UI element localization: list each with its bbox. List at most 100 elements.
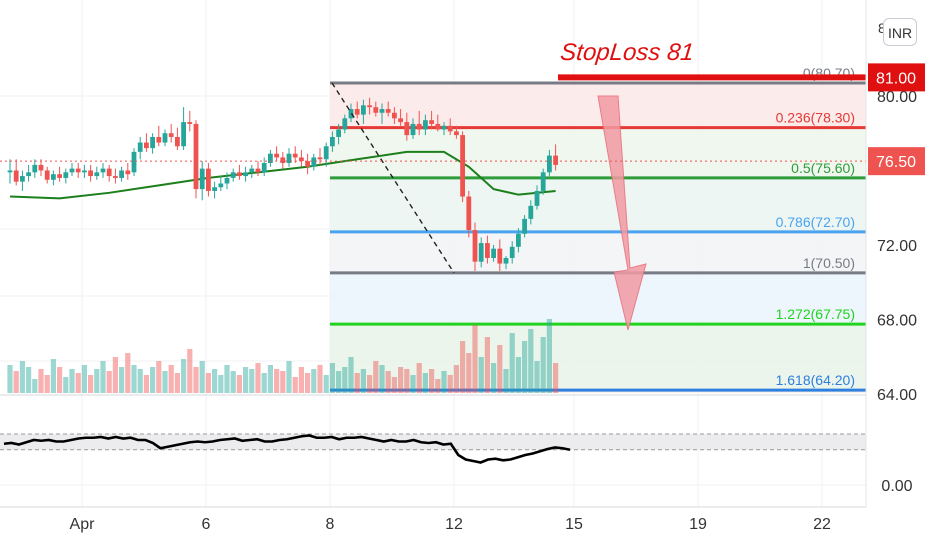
candle-body: [503, 257, 509, 264]
fib-label: 1(70.50): [803, 255, 855, 271]
candle-body: [137, 142, 143, 152]
volume-bar: [255, 363, 261, 393]
candle-body: [441, 125, 447, 130]
candle-body: [181, 122, 186, 147]
volume-bar: [193, 367, 199, 393]
volume-bar: [7, 365, 13, 393]
candle-body: [261, 163, 267, 173]
volume-bar: [391, 377, 397, 393]
candle-body: [106, 168, 112, 177]
candle-body: [485, 243, 490, 258]
candle-body: [218, 183, 224, 188]
candle-body: [472, 230, 478, 262]
stop-price-badge-text: 81.00: [876, 70, 916, 87]
candle-body: [330, 136, 335, 147]
candle-body: [361, 105, 366, 115]
volume-bar: [367, 375, 373, 393]
candle-body: [540, 172, 546, 191]
volume-bar: [528, 329, 534, 393]
x-tick-label: Apr: [70, 516, 96, 533]
x-tick-label: 6: [202, 516, 211, 533]
volume-bar: [540, 337, 546, 393]
volume-bar: [317, 365, 323, 393]
volume-bar: [429, 369, 435, 393]
candle-body: [429, 120, 434, 124]
fibonacci-retracement[interactable]: 0(80.70)0.236(78.30)0.5(75.60)0.786(72.7…: [330, 65, 866, 393]
candle-body: [268, 153, 273, 164]
volume-bar: [435, 379, 441, 393]
candle-body: [57, 174, 62, 178]
volume-bar: [236, 375, 242, 393]
volume-bar: [75, 373, 81, 393]
fib-label: 1.272(67.75): [776, 306, 855, 322]
volume-bar: [348, 357, 354, 393]
volume-bar: [472, 325, 478, 393]
candle-body: [249, 168, 255, 173]
volume-bar: [311, 369, 317, 393]
candle-body: [150, 136, 155, 149]
volume-bar: [199, 361, 205, 393]
volume-bar: [13, 371, 19, 393]
candle-body: [38, 164, 44, 171]
candle-body: [323, 146, 329, 160]
moving-average: [9, 150, 556, 200]
candle-body: [292, 153, 298, 158]
candle-body: [491, 248, 496, 258]
currency-button[interactable]: INR: [883, 18, 917, 46]
y-tick-label: 68.00: [877, 312, 917, 329]
stop-loss[interactable]: StopLoss 81: [558, 39, 866, 81]
osc-line: [3, 434, 571, 464]
candle-body: [131, 151, 137, 173]
fib-band: [330, 231, 866, 273]
volume-bar: [410, 375, 416, 393]
candle-body: [354, 109, 360, 115]
volume-bar: [181, 359, 187, 393]
fib-label: 1.618(64.20): [776, 372, 855, 388]
candle-body: [243, 172, 248, 177]
volume-bar: [38, 369, 44, 393]
candle-body: [224, 177, 230, 184]
volume-bar: [205, 373, 211, 393]
x-tick-label: 19: [689, 516, 707, 533]
volume-bar: [416, 363, 422, 393]
candle-body: [460, 135, 465, 197]
candle-body: [553, 155, 558, 165]
volume-bar: [336, 371, 342, 393]
volume-bar: [261, 373, 267, 393]
volume-bar: [112, 357, 118, 393]
fib-band: [330, 272, 866, 325]
volume-bar: [305, 373, 311, 393]
candle-body: [466, 196, 472, 231]
volume-bar: [57, 367, 63, 393]
volume-bar: [515, 357, 521, 393]
candle-body: [528, 205, 534, 219]
volume-bar: [212, 369, 218, 393]
volume-bar: [156, 361, 162, 393]
volume-bar: [503, 369, 509, 393]
candle-body: [7, 170, 13, 173]
volume-bar: [298, 367, 304, 393]
candle-body: [410, 123, 416, 136]
trend-dashed-line: [331, 82, 455, 274]
candle-body: [113, 176, 118, 178]
candle-body: [88, 170, 93, 177]
last-price-badge-text: 76.50: [876, 154, 916, 171]
trend-line[interactable]: [331, 82, 455, 274]
candle-body: [75, 168, 81, 173]
candle-body: [423, 120, 428, 130]
x-tick-label: 12: [445, 516, 463, 533]
oscillator-pane: [0, 394, 866, 508]
candle-body: [373, 107, 379, 113]
candles: [7, 97, 558, 272]
volume-bar: [69, 369, 75, 393]
candle-body: [435, 123, 441, 130]
y-tick-label: 80.00: [877, 89, 917, 106]
volume-bar: [373, 361, 379, 393]
y-tick-label: 72.00: [877, 238, 917, 255]
candle-body: [26, 172, 31, 177]
candle-body: [534, 190, 540, 206]
volume-bar: [453, 365, 459, 393]
candle-body: [13, 170, 19, 182]
